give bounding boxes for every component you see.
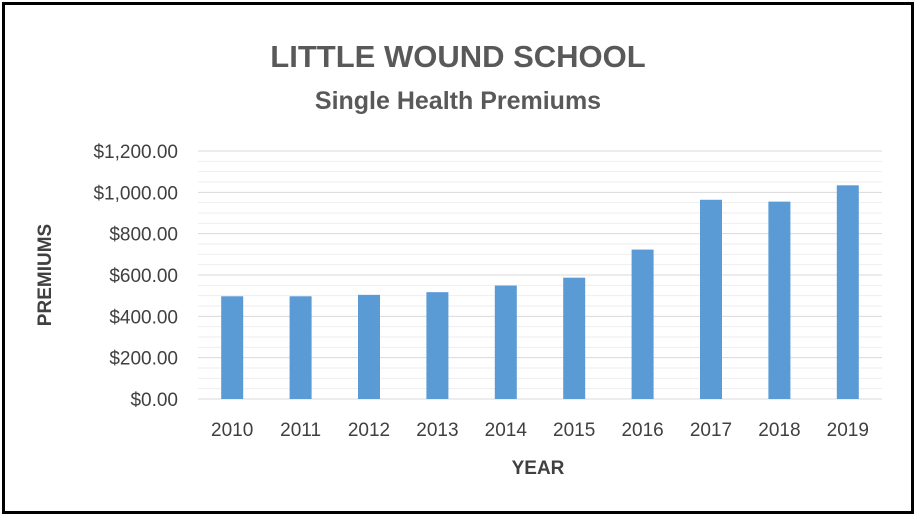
x-tick-label: 2014 — [485, 420, 528, 441]
minor-gridlines — [198, 160, 882, 390]
x-tick-label: 2010 — [211, 420, 253, 441]
bar-chart: LITTLE WOUND SCHOOL Single Health Premiu… — [35, 39, 882, 479]
bar-2010 — [221, 296, 244, 399]
chart-title: LITTLE WOUND SCHOOL — [270, 39, 645, 74]
y-tick-label: $1,000.00 — [93, 183, 178, 204]
y-tick-label: $800.00 — [109, 225, 178, 246]
x-tick-label: 2018 — [758, 420, 800, 441]
bar-2017 — [700, 199, 722, 399]
x-tick-labels: 2010 2011 2012 2013 2014 2015 2016 2017 2018 2019 — [211, 420, 869, 441]
x-axis-title: YEAR — [512, 458, 565, 479]
y-tick-label: $0.00 — [130, 390, 178, 411]
y-tick-label: $200.00 — [109, 349, 178, 370]
major-gridlines — [198, 150, 882, 400]
x-tick-label: 2017 — [690, 420, 732, 441]
bars — [221, 185, 859, 399]
bar-2018 — [768, 201, 791, 399]
x-tick-label: 2013 — [416, 420, 458, 441]
bar-2013 — [426, 292, 449, 399]
bar-2012 — [358, 294, 380, 399]
y-tick-labels: $0.00 $200.00 $400.00 $600.00 $800.00 $1,000.… — [93, 142, 178, 411]
x-tick-label: 2019 — [827, 420, 869, 441]
bar-2015 — [563, 277, 586, 399]
x-tick-label: 2015 — [553, 420, 595, 441]
x-tick-label: 2016 — [621, 420, 663, 441]
y-axis-title: PREMIUMS — [35, 224, 56, 326]
bar-2011 — [289, 296, 312, 399]
y-tick-label: $400.00 — [109, 307, 178, 328]
x-tick-label: 2012 — [348, 420, 390, 441]
chart-subtitle: Single Health Premiums — [315, 87, 601, 115]
bar-2016 — [631, 249, 654, 399]
y-tick-label: $600.00 — [109, 266, 178, 287]
bar-2014 — [494, 285, 517, 399]
y-tick-label: $1,200.00 — [93, 142, 178, 163]
bar-2019 — [836, 185, 859, 399]
x-tick-label: 2011 — [280, 420, 321, 441]
